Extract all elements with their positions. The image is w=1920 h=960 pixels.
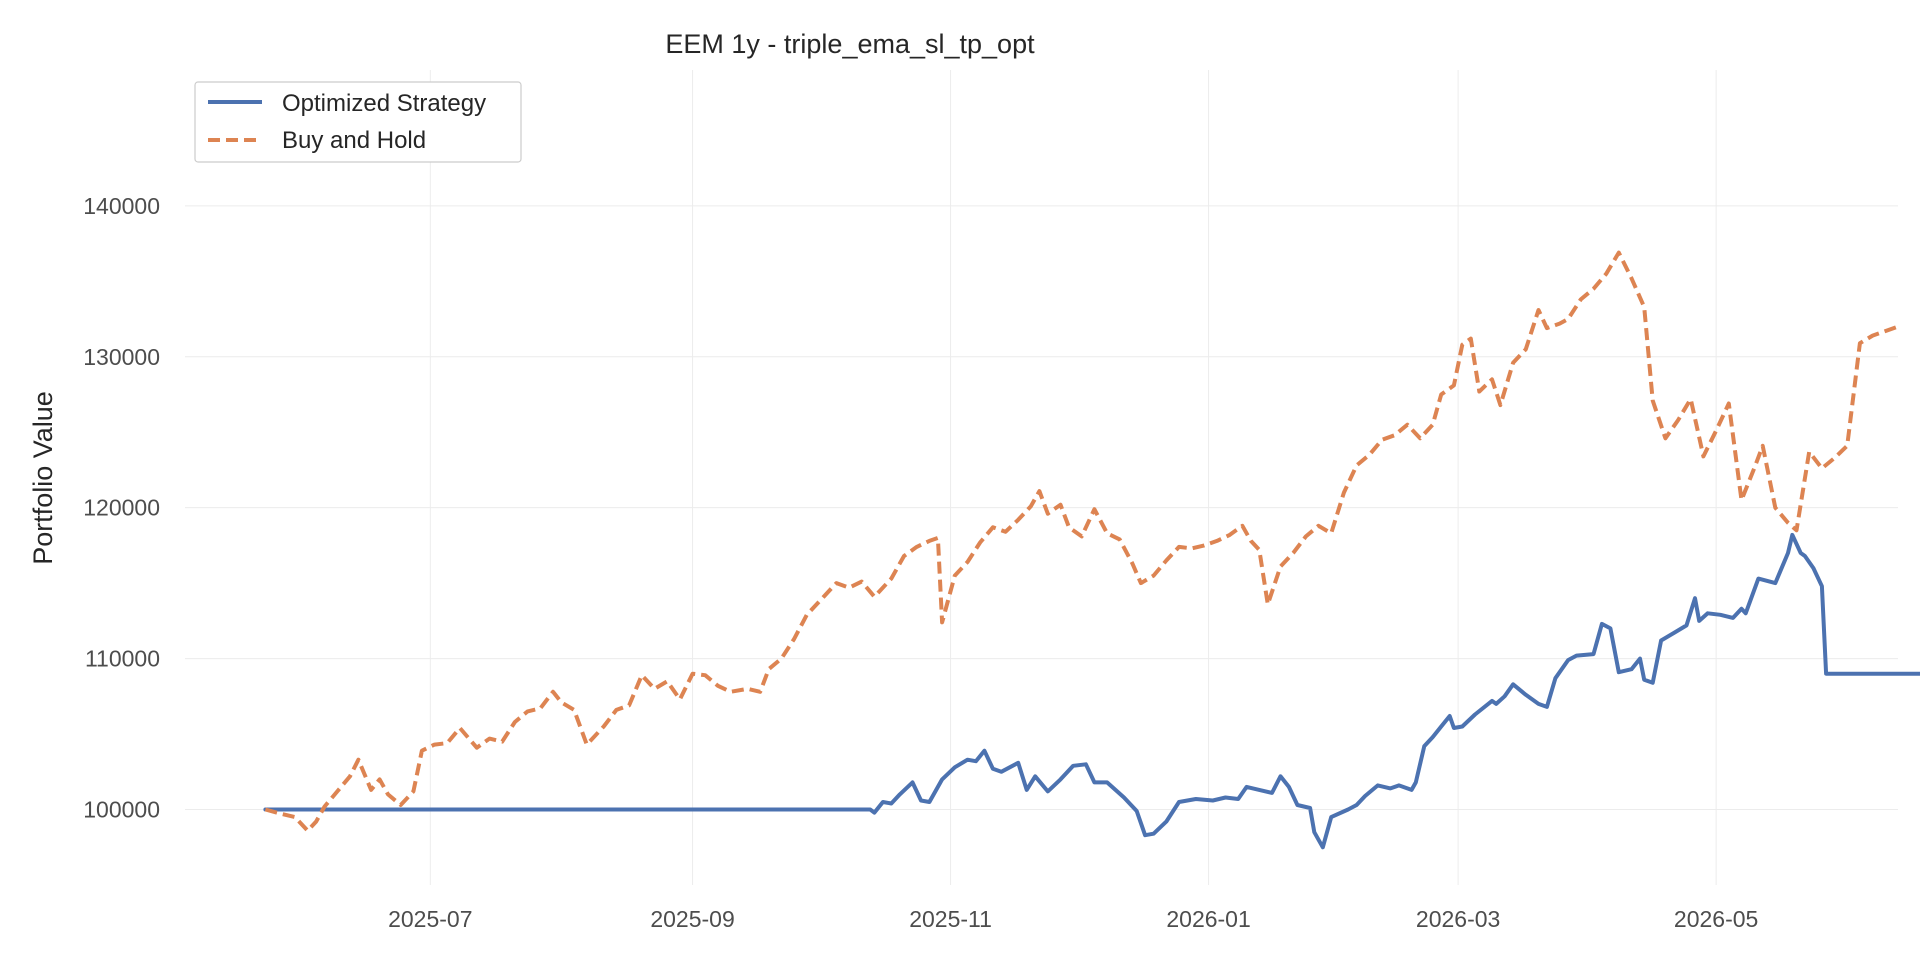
grid-lines (185, 70, 1898, 885)
y-axis: 100000 110000 120000 130000 140000 (83, 193, 160, 823)
x-tick-label: 2025-07 (388, 906, 472, 932)
series-line-buy-and-hold (264, 250, 1899, 833)
series-line-optimized-strategy (263, 532, 1920, 850)
x-tick-label: 2025-11 (909, 906, 992, 932)
legend-label-optimized-strategy: Optimized Strategy (282, 90, 486, 117)
y-axis-label: Portfolio Value (28, 391, 58, 565)
plot-area (263, 250, 1920, 850)
x-axis: 2025-07 2025-09 2025-11 2026-01 2026-03 2026-… (388, 906, 1758, 932)
y-tick-label: 120000 (83, 495, 160, 521)
legend: Optimized Strategy Buy and Hold (194, 81, 522, 163)
x-tick-label: 2025-09 (650, 906, 734, 932)
legend-label-buy-and-hold: Buy and Hold (282, 127, 426, 154)
y-tick-label: 140000 (83, 193, 160, 219)
legend-box (194, 81, 522, 163)
y-tick-label: 110000 (85, 646, 160, 672)
chart-title: EEM 1y - triple_ema_sl_tp_opt (665, 29, 1035, 59)
y-tick-label: 130000 (83, 344, 160, 370)
x-tick-label: 2026-05 (1674, 906, 1758, 932)
y-tick-label: 100000 (83, 797, 160, 823)
x-tick-label: 2026-03 (1416, 906, 1500, 932)
x-tick-label: 2026-01 (1166, 906, 1250, 932)
